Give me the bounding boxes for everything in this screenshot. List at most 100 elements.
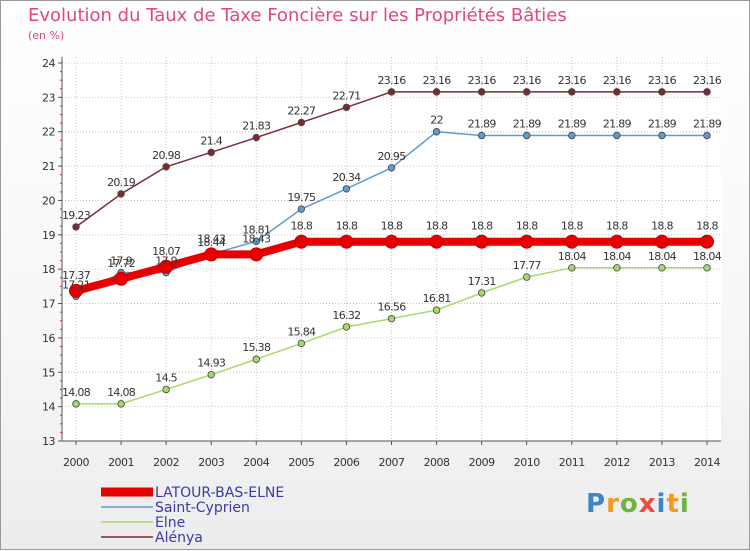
data-point-al-nya — [252, 133, 260, 142]
chart-series — [69, 88, 714, 408]
logo-letter: P — [586, 489, 607, 519]
x-tick-label: 2006 — [333, 456, 359, 469]
chart-legend — [101, 487, 153, 538]
data-point-elne — [342, 323, 351, 331]
data-point-al-nya — [613, 88, 621, 96]
y-tick-label: 19 — [42, 229, 55, 242]
x-tick-label: 2009 — [469, 456, 495, 469]
data-point-al-nya — [568, 88, 576, 96]
data-label-latour-bas-elne: 18.8 — [561, 220, 583, 233]
data-label-elne: 18.04 — [648, 250, 677, 263]
chart-data-labels: 19.23 20.19 20.98 21.4 21.83 22.27 22.71 23.16 2… — [62, 74, 722, 399]
y-tick-label: 17 — [42, 298, 55, 311]
data-label-saint-cyprien: 18.81 — [242, 223, 270, 236]
data-point-elne — [162, 385, 170, 394]
data-point-latour-bas-elne — [159, 259, 174, 274]
data-point-elne — [523, 273, 531, 281]
data-point-latour-bas-elne — [429, 234, 444, 249]
chart-axes: 13 14 15 16 17 18 19 20 21 22 23 24 2000 2001 2002 2003… — [42, 57, 721, 469]
data-label-elne: 18.04 — [558, 250, 587, 263]
data-point-latour-bas-elne — [339, 234, 354, 249]
data-point-elne — [477, 289, 486, 297]
data-label-elne: 16.56 — [378, 301, 407, 314]
data-point-al-nya — [477, 88, 486, 96]
data-label-latour-bas-elne: 18.8 — [606, 220, 628, 233]
y-tick-label: 21 — [42, 160, 55, 173]
data-point-saint-cyprien — [432, 128, 441, 136]
logo-letter: t — [666, 489, 680, 519]
data-label-latour-bas-elne: 18.8 — [336, 220, 358, 233]
logo-letter: o — [619, 489, 639, 519]
data-label-al-nya: 23.16 — [468, 74, 497, 87]
data-label-latour-bas-elne: 18.07 — [152, 245, 181, 258]
data-label-latour-bas-elne: 17.72 — [107, 257, 135, 270]
data-label-al-nya: 23.16 — [603, 74, 632, 87]
data-label-elne: 14.08 — [62, 386, 91, 399]
data-point-latour-bas-elne — [564, 234, 579, 249]
logo-letter: i — [679, 489, 690, 519]
data-point-al-nya — [207, 148, 215, 157]
data-label-al-nya: 23.16 — [513, 74, 542, 87]
legend-label-saint-cyprien: Saint-Cyprien — [155, 500, 250, 516]
data-label-elne: 14.93 — [197, 357, 226, 370]
x-tick-label: 2014 — [694, 456, 720, 469]
data-point-elne — [568, 264, 576, 272]
logo-letter: i — [656, 489, 667, 519]
chart-subtitle: (en %) — [28, 29, 65, 42]
data-label-al-nya: 20.98 — [152, 149, 181, 162]
data-label-saint-cyprien: 21.89 — [603, 118, 632, 131]
data-label-elne: 15.38 — [242, 341, 271, 354]
data-label-latour-bas-elne: 18.8 — [291, 220, 313, 233]
legend-label-latour: LATOUR-BAS-ELNE — [155, 485, 285, 501]
x-tick-label: 2005 — [288, 456, 314, 469]
data-point-al-nya — [297, 118, 306, 127]
data-point-elne — [207, 370, 215, 379]
y-tick-label: 13 — [42, 435, 55, 448]
data-point-latour-bas-elne — [69, 283, 83, 298]
data-point-al-nya — [72, 223, 80, 231]
data-point-elne — [703, 264, 711, 272]
data-label-latour-bas-elne: 17.37 — [62, 269, 91, 282]
data-point-saint-cyprien — [613, 131, 621, 140]
data-point-saint-cyprien — [297, 205, 306, 213]
data-label-elne: 18.04 — [603, 250, 632, 263]
data-label-elne: 16.81 — [423, 292, 451, 305]
x-tick-label: 2008 — [424, 456, 450, 469]
data-point-al-nya — [162, 163, 170, 171]
data-point-al-nya — [703, 88, 711, 96]
data-label-saint-cyprien: 21.89 — [558, 118, 587, 131]
data-point-latour-bas-elne — [384, 234, 399, 249]
data-label-al-nya: 23.16 — [693, 74, 722, 87]
data-point-saint-cyprien — [523, 131, 531, 140]
data-point-saint-cyprien — [477, 131, 486, 140]
data-label-saint-cyprien: 22 — [430, 114, 443, 127]
data-label-saint-cyprien: 17.9 — [110, 255, 132, 268]
data-point-latour-bas-elne — [474, 234, 489, 249]
data-label-elne: 15.84 — [287, 325, 316, 338]
data-point-latour-bas-elne — [519, 234, 534, 249]
data-label-latour-bas-elne: 18.8 — [516, 220, 538, 233]
data-point-latour-bas-elne — [609, 234, 624, 249]
data-point-al-nya — [432, 88, 441, 96]
data-label-al-nya: 22.71 — [332, 89, 360, 102]
data-point-elne — [72, 400, 80, 408]
data-label-latour-bas-elne: 18.8 — [651, 220, 673, 233]
x-tick-label: 2011 — [559, 456, 585, 469]
data-label-elne: 17.77 — [513, 259, 542, 272]
data-point-latour-bas-elne — [114, 271, 129, 286]
data-label-al-nya: 23.16 — [423, 74, 452, 87]
data-label-elne: 14.08 — [107, 386, 136, 399]
data-point-saint-cyprien — [703, 131, 711, 140]
legend-label-elne: Elne — [155, 515, 186, 531]
data-label-al-nya: 21.83 — [242, 120, 271, 133]
y-tick-label: 18 — [42, 263, 55, 276]
data-label-al-nya: 22.27 — [287, 104, 316, 117]
data-label-al-nya: 19.23 — [62, 209, 91, 222]
data-point-al-nya — [658, 88, 666, 96]
data-point-elne — [117, 400, 125, 408]
data-point-latour-bas-elne — [654, 234, 669, 249]
data-point-latour-bas-elne — [294, 234, 309, 249]
data-label-saint-cyprien: 21.89 — [513, 118, 542, 131]
legend-label-alenya: Alénya — [155, 530, 203, 546]
